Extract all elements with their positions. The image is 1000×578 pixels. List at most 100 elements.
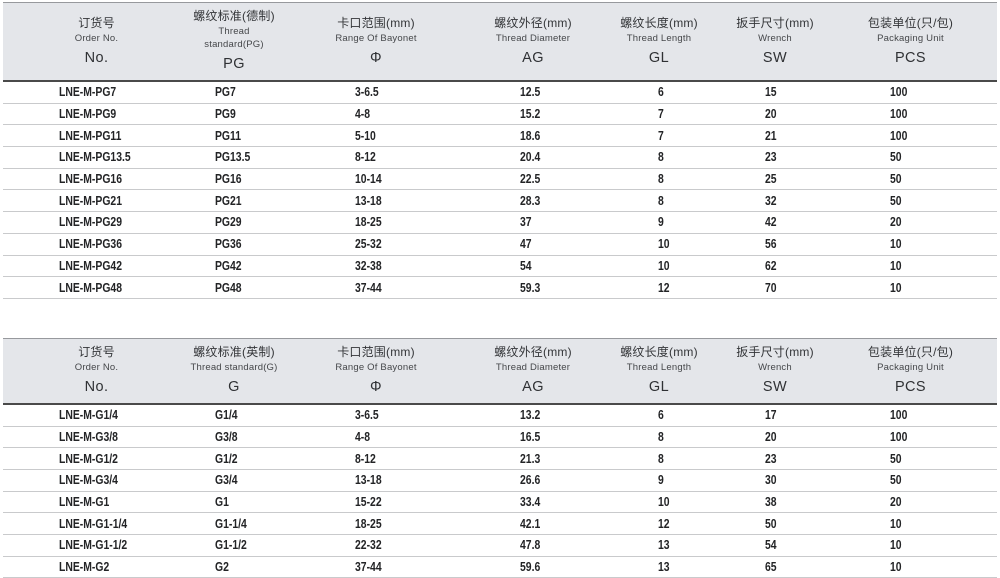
- cell-thread-diameter: 54: [474, 255, 592, 278]
- header-label-cn: 螺纹标准(英制): [193, 344, 275, 359]
- header-label-en: Thread Diameter: [495, 32, 571, 44]
- column-header-thread-standard: 螺纹标准(英制) Thread standard(G) G: [190, 337, 278, 405]
- cell-wrench: 50: [726, 512, 824, 535]
- cell-order-no: LNE-M-PG29: [3, 211, 190, 234]
- header-label-cn: 卡口范围(mm): [337, 15, 415, 30]
- cell-thread-standard: G1-1/4: [190, 512, 278, 535]
- cell-wrench: 38: [726, 491, 824, 514]
- cell-thread-length: 8: [592, 146, 726, 169]
- cell-thread-diameter: 15.2: [474, 103, 592, 126]
- cell-thread-diameter: 18.6: [474, 124, 592, 148]
- cell-packaging: 50: [824, 189, 997, 213]
- cell-bayonet-range: 10-14: [278, 168, 474, 191]
- cell-thread-standard: G2: [190, 556, 278, 578]
- header-label-en: Thread Length: [626, 361, 692, 373]
- cell-packaging: 50: [824, 447, 997, 470]
- cell-bayonet-range: 13-18: [278, 469, 474, 492]
- cell-order-no: LNE-M-PG9: [3, 103, 190, 126]
- cell-bayonet-range: 13-18: [278, 189, 474, 213]
- header-code: Φ: [370, 378, 382, 395]
- cell-thread-diameter: 59.6: [474, 556, 592, 578]
- cell-wrench: 20: [726, 426, 824, 449]
- cell-order-no: LNE-M-G1-1/2: [3, 534, 190, 557]
- header-label-en: Order No.: [74, 32, 119, 44]
- header-row: 订货号 Order No. No. 螺纹标准(英制) Thread standa…: [3, 337, 997, 405]
- cell-wrench: 21: [726, 124, 824, 148]
- cell-wrench: 32: [726, 189, 824, 213]
- header-label-cn: 订货号: [78, 344, 115, 359]
- cell-bayonet-range: 3-6.5: [278, 81, 474, 104]
- table-row: LNE-M-G1/4 G1/4 3-6.5 13.2 6 17 100: [3, 403, 997, 427]
- column-header-wrench: 扳手尺寸(mm) Wrench SW: [726, 337, 824, 405]
- cell-packaging: 100: [824, 426, 997, 449]
- table-row: LNE-M-PG7 PG7 3-6.5 12.5 6 15 100: [3, 81, 997, 104]
- column-header-thread-diameter: 螺纹外径(mm) Thread Diameter AG: [474, 337, 592, 405]
- cell-wrench: 30: [726, 469, 824, 492]
- cell-bayonet-range: 3-6.5: [278, 403, 474, 427]
- cell-packaging: 100: [824, 103, 997, 126]
- header-label-en: Thread standard(G): [190, 361, 278, 373]
- column-header-wrench: 扳手尺寸(mm) Wrench SW: [726, 2, 824, 82]
- cell-bayonet-range: 5-10: [278, 124, 474, 148]
- column-header-thread-standard: 螺纹标准(德制) Thread standard(PG) PG: [190, 2, 278, 82]
- cell-order-no: LNE-M-G3/4: [3, 469, 190, 492]
- cell-bayonet-range: 8-12: [278, 447, 474, 470]
- cell-thread-diameter: 33.4: [474, 491, 592, 514]
- cell-thread-length: 6: [592, 403, 726, 427]
- cell-bayonet-range: 22-32: [278, 534, 474, 557]
- cell-wrench: 70: [726, 276, 824, 299]
- header-label-cn: 螺纹长度(mm): [620, 15, 698, 30]
- header-label-en: Range Of Bayonet: [335, 32, 417, 44]
- cell-bayonet-range: 8-12: [278, 146, 474, 169]
- table-row: LNE-M-G2 G2 37-44 59.6 13 65 10: [3, 556, 997, 578]
- table-row: LNE-M-PG36 PG36 25-32 47 10 56 10: [3, 233, 997, 256]
- header-label-en: Range Of Bayonet: [335, 361, 417, 373]
- cell-thread-diameter: 12.5: [474, 81, 592, 104]
- cell-packaging: 20: [824, 211, 997, 234]
- cell-packaging: 10: [824, 512, 997, 535]
- header-code: PCS: [894, 49, 926, 66]
- header-label-cn: 包装单位(只/包): [867, 15, 954, 30]
- cell-order-no: LNE-M-PG11: [3, 124, 190, 148]
- cell-bayonet-range: 18-25: [278, 211, 474, 234]
- cell-bayonet-range: 37-44: [278, 276, 474, 299]
- cell-thread-diameter: 22.5: [474, 168, 592, 191]
- cell-thread-length: 12: [592, 276, 726, 299]
- cell-thread-length: 10: [592, 255, 726, 278]
- header-code: AG: [522, 49, 544, 66]
- header-label-en: Thread standard(PG): [204, 26, 264, 50]
- cell-thread-diameter: 13.2: [474, 403, 592, 427]
- header-label-cn: 订货号: [78, 15, 115, 30]
- cell-thread-standard: G1/4: [190, 403, 278, 427]
- column-header-thread-length: 螺纹长度(mm) Thread Length GL: [592, 2, 726, 82]
- cell-wrench: 20: [726, 103, 824, 126]
- table-row: LNE-M-G1 G1 15-22 33.4 10 38 20: [3, 491, 997, 514]
- cell-thread-length: 6: [592, 81, 726, 104]
- table-row: LNE-M-G3/8 G3/8 4-8 16.5 8 20 100: [3, 426, 997, 449]
- column-header-packaging-unit: 包装单位(只/包) Packaging Unit PCS: [824, 2, 997, 82]
- cell-thread-standard: G1/2: [190, 447, 278, 470]
- header-label-en: Packaging Unit: [877, 361, 944, 373]
- header-code: GL: [648, 378, 670, 395]
- header-label-en: Thread Length: [626, 32, 692, 44]
- cell-thread-standard: G1: [190, 491, 278, 514]
- cell-order-no: LNE-M-G2: [3, 556, 190, 578]
- header-label-en: Wrench: [758, 32, 792, 44]
- cell-thread-diameter: 47.8: [474, 534, 592, 557]
- cell-thread-diameter: 37: [474, 211, 592, 234]
- cell-packaging: 50: [824, 146, 997, 169]
- cell-order-no: LNE-M-G1/4: [3, 403, 190, 427]
- cell-wrench: 54: [726, 534, 824, 557]
- cell-thread-diameter: 42.1: [474, 512, 592, 535]
- header-code: PG: [223, 56, 245, 72]
- cell-bayonet-range: 32-38: [278, 255, 474, 278]
- header-label-cn: 螺纹长度(mm): [620, 344, 698, 359]
- table-row: LNE-M-PG11 PG11 5-10 18.6 7 21 100: [3, 124, 997, 148]
- column-header-thread-length: 螺纹长度(mm) Thread Length GL: [592, 337, 726, 405]
- header-label-cn: 包装单位(只/包): [867, 344, 954, 359]
- column-header-packaging-unit: 包装单位(只/包) Packaging Unit PCS: [824, 337, 997, 405]
- header-label-cn: 螺纹外径(mm): [494, 344, 572, 359]
- cell-packaging: 50: [824, 469, 997, 492]
- cell-wrench: 23: [726, 146, 824, 169]
